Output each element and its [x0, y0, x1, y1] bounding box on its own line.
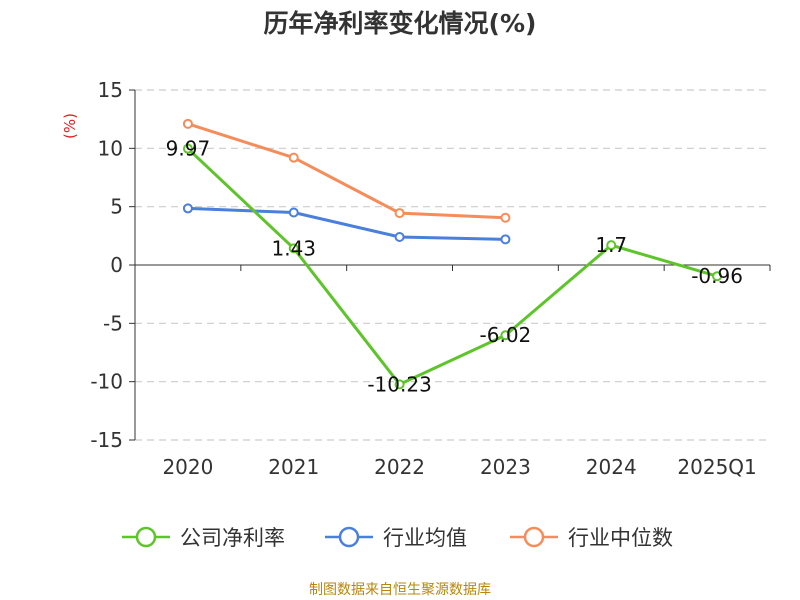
data-point	[712, 271, 723, 282]
data-point	[182, 143, 193, 154]
data-point	[606, 240, 617, 251]
legend-marker-icon	[523, 526, 545, 548]
data-label: 1.7	[595, 233, 627, 257]
legend-item[interactable]: 公司净利率	[122, 526, 285, 550]
legend-label: 行业均值	[383, 526, 467, 550]
data-labels: 9.97 1.43 -10.23 -6.02 1.7 -0.96	[166, 137, 743, 397]
y-tick-label: -10	[90, 370, 123, 394]
data-point	[182, 118, 193, 129]
x-tick-label: 2021	[268, 455, 319, 479]
y-tick-label: -15	[90, 428, 123, 452]
chart-title: 历年净利率变化情况(%)	[264, 9, 537, 38]
x-tick-label: 2023	[480, 455, 531, 479]
series-line-1	[187, 206, 506, 241]
y-tick-label: 10	[98, 136, 123, 160]
y-tick-label: 5	[110, 195, 123, 219]
legend[interactable]: 公司净利率 行业均值 行业中位数	[122, 526, 673, 550]
x-tick-label: 2020	[162, 455, 213, 479]
grid	[135, 89, 770, 441]
x-tick-label: 2024	[586, 455, 637, 479]
legend-marker-icon	[338, 526, 360, 548]
legend-item[interactable]: 行业中位数	[510, 526, 673, 550]
series-line-0	[186, 147, 718, 386]
data-point	[394, 379, 405, 390]
y-tick-label: -5	[103, 311, 123, 335]
series-line-2	[187, 122, 506, 220]
data-label: 9.97	[166, 137, 211, 161]
series	[182, 118, 723, 390]
axes: 15 10 5 0 -5 -10 -15 2020 2021 2022 2023 2024 2025Q1	[90, 78, 771, 479]
data-point	[288, 152, 299, 163]
y-tick-label: 15	[98, 78, 123, 102]
y-tick-label: 0	[110, 253, 123, 277]
x-tick-label: 2022	[374, 455, 425, 479]
data-label: -10.23	[367, 372, 431, 396]
legend-item[interactable]: 行业均值	[325, 526, 467, 550]
source-footer: 制图数据来自恒生聚源数据库	[309, 582, 491, 598]
legend-label: 公司净利率	[180, 526, 285, 550]
data-point	[394, 208, 405, 219]
data-label: -0.96	[691, 264, 743, 288]
data-point	[182, 203, 193, 214]
y-axis-unit: (%)	[61, 113, 79, 139]
data-point	[394, 232, 405, 242]
legend-marker-icon	[135, 526, 157, 548]
x-tick-label: 2025Q1	[677, 455, 756, 479]
data-point	[500, 234, 511, 245]
data-point	[500, 212, 511, 223]
data-label: -6.02	[480, 323, 532, 347]
data-point	[288, 207, 299, 218]
data-point	[288, 243, 299, 254]
legend-label: 行业中位数	[568, 526, 673, 550]
data-point	[500, 330, 511, 341]
data-label: 1.43	[271, 236, 316, 260]
